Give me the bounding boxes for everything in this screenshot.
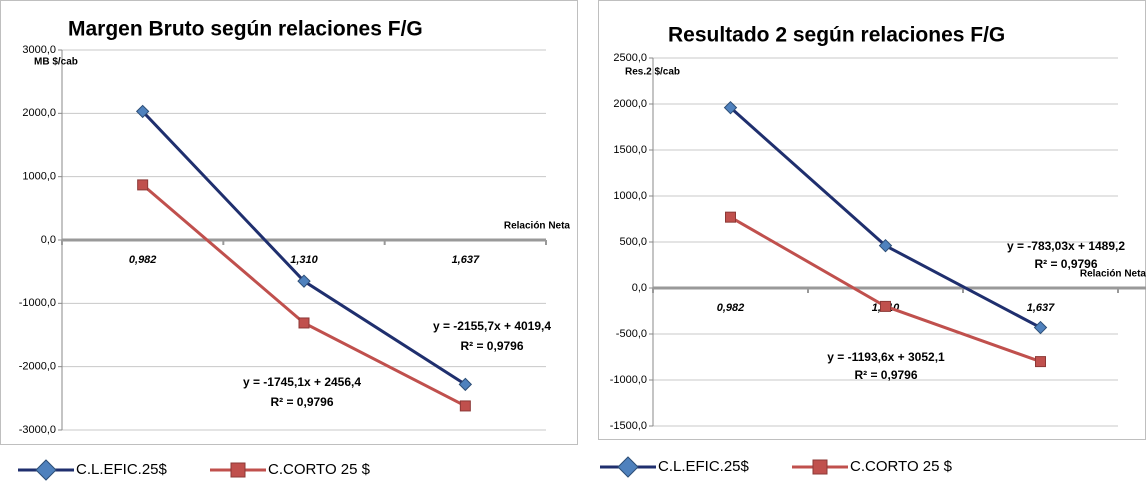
- legend-label: C.L.EFIC.25$: [76, 461, 168, 478]
- legend-marker: [230, 462, 246, 478]
- x-tick-label: 1,637: [1027, 302, 1055, 314]
- y-tick-label: -500,0: [616, 328, 647, 340]
- marker: [723, 100, 738, 115]
- x-tick-label: 1,310: [290, 254, 318, 266]
- marker: [880, 300, 891, 312]
- x-tick-label: 0,982: [717, 302, 745, 314]
- marker: [458, 377, 473, 392]
- y-axis-label: Res.2 $/cab: [625, 67, 680, 78]
- annotation: y = -2155,7x + 4019,4: [433, 319, 551, 333]
- chart-frame: [598, 0, 1146, 440]
- y-tick-label: 2500,0: [613, 52, 647, 64]
- y-tick-label: 0,0: [632, 282, 647, 294]
- marker: [878, 238, 893, 253]
- chart-frame: [0, 0, 578, 445]
- x-axis-label: Relación Neta: [1080, 269, 1146, 280]
- y-tick-label: 1500,0: [613, 144, 647, 156]
- marker: [135, 104, 150, 119]
- y-tick-label: -1000,0: [610, 374, 647, 386]
- legend-label: C.L.EFIC.25$: [658, 458, 750, 475]
- y-tick-label: 2000,0: [613, 98, 647, 110]
- y-tick-label: -1500,0: [610, 420, 647, 432]
- marker: [1035, 356, 1046, 368]
- x-tick-label: 1,637: [452, 254, 480, 266]
- legend-marker: [812, 459, 828, 475]
- annotation: R² = 0,9796: [1034, 257, 1097, 271]
- annotation: y = -1745,1x + 2456,4: [243, 375, 361, 389]
- marker: [725, 211, 736, 223]
- y-tick-label: -3000,0: [19, 424, 56, 436]
- y-tick-label: -1000,0: [19, 297, 56, 309]
- legend-marker: [35, 459, 57, 481]
- annotation: y = -783,03x + 1489,2: [1007, 239, 1125, 253]
- marker: [1033, 320, 1048, 335]
- y-axis-label: MB $/cab: [34, 57, 78, 68]
- marker: [459, 400, 471, 412]
- y-tick-label: 1000,0: [22, 171, 56, 183]
- y-tick-label: 1000,0: [613, 190, 647, 202]
- y-tick-label: 2000,0: [22, 107, 56, 119]
- legend-marker: [617, 456, 639, 478]
- annotation: R² = 0,9796: [460, 339, 523, 353]
- legend-label: C.CORTO 25 $: [850, 458, 953, 475]
- annotation: R² = 0,9796: [854, 368, 917, 382]
- annotation: R² = 0,9796: [270, 395, 333, 409]
- x-axis-label: Relación Neta: [504, 221, 571, 232]
- marker: [137, 179, 149, 191]
- chart-title: Resultado 2 según relaciones F/G: [668, 24, 1005, 47]
- legend-label: C.CORTO 25 $: [268, 461, 371, 478]
- annotation: y = -1193,6x + 3052,1: [827, 350, 945, 364]
- y-tick-label: -2000,0: [19, 361, 56, 373]
- marker: [297, 274, 311, 288]
- marker: [298, 317, 310, 329]
- x-tick-label: 0,982: [129, 254, 157, 266]
- y-tick-label: 3000,0: [22, 44, 56, 56]
- chart-title: Margen Bruto según relaciones F/G: [68, 18, 423, 41]
- y-tick-label: 0,0: [41, 234, 56, 246]
- y-tick-label: 500,0: [619, 236, 647, 248]
